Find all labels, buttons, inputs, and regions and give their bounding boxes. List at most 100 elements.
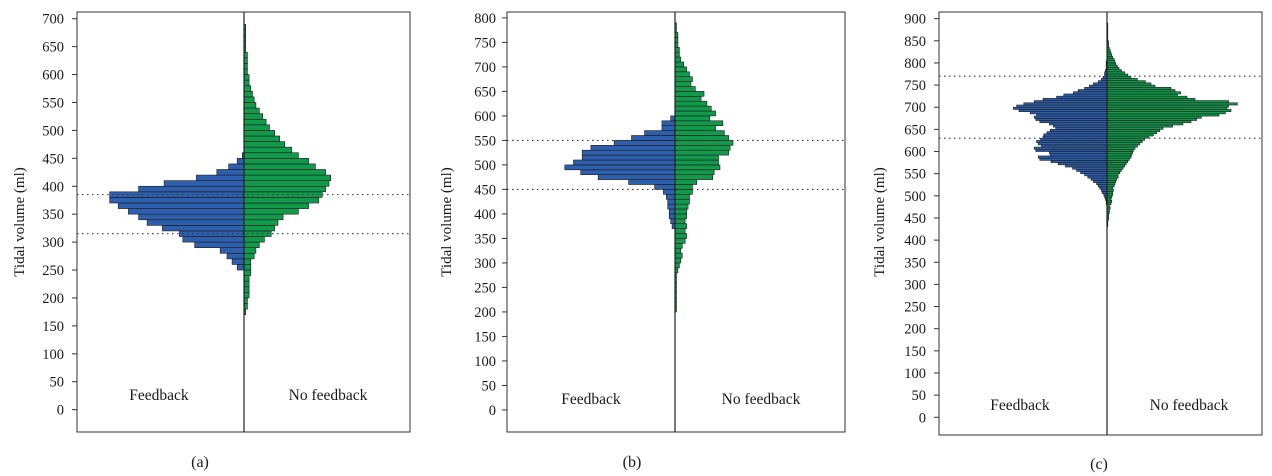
panel-c-bar-no-feedback: [1106, 173, 1119, 177]
panel-c-bar-no-feedback: [1106, 115, 1202, 119]
panel-a-bar-feedback: [216, 169, 245, 176]
panel-b-feedback-label: Feedback: [561, 391, 621, 408]
panel-b-bar-no-feedback: [674, 110, 716, 117]
panel-b-y-tick-label: 50: [482, 378, 497, 394]
panel-c-bar-no-feedback: [1106, 184, 1115, 188]
panel-c-bar-feedback: [1023, 102, 1108, 106]
panel-b-bar-no-feedback: [674, 203, 689, 210]
panel-c-bar-no-feedback: [1106, 133, 1154, 137]
panel-a-y-tick-label: 150: [42, 319, 64, 335]
panel-b-bar-no-feedback: [674, 56, 682, 63]
panel-a-bar-feedback: [179, 230, 245, 237]
panel-c-bar-feedback: [1084, 173, 1108, 177]
panel-c-bar-feedback: [1096, 182, 1108, 186]
panel-b-bar-no-feedback: [674, 66, 687, 73]
panel-c-bar-no-feedback: [1106, 84, 1156, 88]
panel-b-bar-feedback: [644, 130, 676, 136]
panel-b-bar-no-feedback: [674, 174, 714, 180]
panel-c-bar-no-feedback: [1106, 162, 1127, 166]
panel-a-bar-feedback: [146, 219, 245, 226]
panel-a-bar-feedback: [226, 252, 245, 260]
panel-b-bar-no-feedback: [674, 164, 721, 171]
panel-c-bar-no-feedback: [1106, 86, 1172, 90]
panel-b-bar-feedback: [665, 194, 676, 200]
panel-b-bar-feedback: [661, 125, 676, 131]
panel-b-y-ticks: 0 50 100 150 200 250 300 350 400 450 500 550 600 650 7…: [474, 11, 507, 419]
panel-b-bar-no-feedback: [674, 81, 692, 87]
panel-c-bar-no-feedback: [1106, 180, 1117, 183]
panel-a-bar-no-feedback: [243, 74, 250, 81]
panel-b-bar-feedback: [667, 203, 676, 210]
panel-a-bar-no-feedback: [243, 135, 281, 142]
panel-c-reference-lines: [939, 75, 1262, 139]
panel-c-y-tick-label: 600: [904, 145, 926, 161]
panel-a-bar-no-feedback: [243, 225, 275, 232]
panel-b-bar-no-feedback: [674, 208, 687, 215]
panel-c-bar-feedback: [1101, 78, 1108, 81]
panel-b-bar-no-feedback: [674, 76, 693, 82]
panel-b-bar-no-feedback: [674, 198, 690, 205]
panel-a-y-ticks: 0 50 100 150 200 250 300 350 400 450 500 550 600 650 7…: [42, 12, 77, 419]
panel-c-bar-feedback: [1013, 106, 1108, 110]
panel-a-y-tick-label: 100: [42, 347, 64, 363]
panel-b-bar-feedback: [581, 154, 676, 161]
panel-a-bar-feedback: [231, 258, 245, 265]
panel-c-bar-no-feedback: [1106, 113, 1220, 117]
panel-b-y-tick-label: 250: [474, 280, 496, 296]
panel-b-bar-feedback: [670, 218, 676, 225]
panel-c-bar-feedback: [1036, 113, 1108, 117]
panel-c-bar-feedback: [1043, 133, 1108, 137]
panel-b-bar-no-feedback: [674, 120, 724, 126]
panel-c-y-tick-label: 650: [904, 122, 926, 138]
panel-b-bar-no-feedback: [674, 71, 690, 77]
panel-c-bar-feedback: [1040, 137, 1108, 141]
panel-c-bar-feedback: [1056, 95, 1108, 99]
panel-a-bar-feedback: [194, 241, 245, 248]
panel-a-bar-no-feedback: [243, 280, 250, 288]
panel-a-bar-feedback: [182, 236, 245, 243]
panel-a-bar-no-feedback: [243, 107, 260, 114]
panel-c-bar-no-feedback: [1106, 195, 1113, 199]
panel-b-bar-feedback: [668, 208, 676, 215]
panel-b-bar-no-feedback: [674, 130, 725, 136]
panel-c-y-tick-label: 300: [904, 277, 926, 293]
panel-a-bar-no-feedback: [243, 158, 309, 165]
panel-b-bar-no-feedback: [674, 100, 708, 107]
panel-c-bar-feedback: [1057, 162, 1108, 166]
panel-c-bar-feedback: [1065, 164, 1108, 168]
panel-c-bar-no-feedback: [1106, 151, 1133, 155]
panel-a-label: (a): [191, 454, 209, 471]
panel-b-bar-no-feedback: [674, 145, 731, 151]
panel-b-y-tick-label: 600: [474, 109, 496, 125]
panel-b-bar-no-feedback: [674, 159, 719, 166]
panel-b-y-tick-label: 0: [489, 403, 496, 419]
panel-c-y-tick-label: 700: [904, 100, 926, 116]
panel-a-bar-feedback: [162, 225, 245, 232]
panel-b-y-tick-label: 650: [474, 84, 496, 100]
panel-c-bar-feedback: [1049, 129, 1108, 132]
panel-b-bar-no-feedback: [674, 218, 686, 225]
panel-c-bar-no-feedback: [1106, 91, 1181, 95]
panel-c-bar-feedback: [1055, 126, 1108, 130]
panel-c-bar-no-feedback: [1106, 182, 1116, 186]
panel-c-bar-no-feedback: [1106, 106, 1228, 110]
panel-c-bar-no-feedback: [1106, 129, 1161, 132]
panel-a-bar-no-feedback: [243, 275, 250, 282]
panel-b-bar-no-feedback: [674, 189, 693, 195]
panel-b-bar-no-feedback: [674, 169, 715, 176]
panel-c-bar-no-feedback: [1106, 135, 1149, 139]
panel-c-bar-no-feedback: [1106, 80, 1146, 84]
panel-c-feedback-label: Feedback: [990, 397, 1050, 414]
panel-a-bar-no-feedback: [243, 130, 275, 137]
panel-c-bar-feedback: [1037, 155, 1108, 159]
panel-c-bar-no-feedback: [1106, 199, 1113, 203]
panel-b-y-tick-label: 150: [474, 329, 496, 345]
panel-a-y-tick-label: 450: [42, 151, 64, 167]
panel-b-y-tick-label: 550: [474, 133, 496, 149]
panel-c-y-ticks: 0 50 100 150 200 250 300 350 400 450 500 550 600 650 7…: [904, 12, 939, 426]
panel-c-bar-no-feedback: [1106, 164, 1125, 168]
panel-c-bar-no-feedback: [1106, 93, 1178, 97]
panel-c-bar-feedback: [1039, 120, 1108, 124]
panel-c-bar-feedback: [1099, 186, 1108, 190]
panel-c-bar-feedback: [1093, 180, 1108, 183]
